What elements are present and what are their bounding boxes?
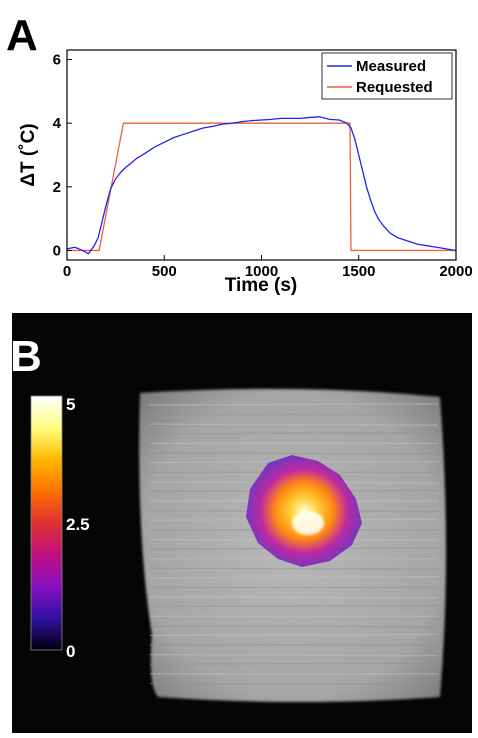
x-tick-label: 2000 (439, 263, 472, 280)
thermal-map: 5 2.5 0 B (10, 313, 472, 733)
x-tick-label: 500 (152, 263, 177, 280)
y-tick-label: 2 (53, 179, 61, 196)
series-line-measured (66, 116, 457, 255)
x-tick-label: 0 (63, 263, 71, 280)
panel-b: 5 2.5 0 B (0, 305, 478, 733)
plot-area (66, 116, 457, 255)
colorbar-label-min: 0 (66, 642, 75, 661)
y-tick-label: 0 (53, 242, 61, 259)
y-axis-label: ΔT (˚C) (18, 123, 39, 186)
x-axis-label: Time (s) (225, 275, 298, 296)
phantom-stripe (149, 662, 439, 665)
phantom-stripe (149, 682, 439, 686)
phantom-stripe (149, 576, 439, 579)
x-tick-label: 1000 (245, 263, 278, 280)
legend-label-requested: Requested (356, 79, 433, 96)
panel-letter-b: B (10, 332, 42, 381)
phantom-stripe (149, 633, 439, 637)
phantom-stripe (149, 423, 439, 426)
colorbar-label-mid: 2.5 (66, 515, 90, 534)
colorbar (30, 395, 63, 651)
y-tick-label: 4 (53, 115, 62, 132)
hot-spot-center (292, 511, 324, 535)
phantom-stripe (149, 452, 439, 455)
legend: Measured Requested (321, 52, 453, 100)
panel-letter-a: A (6, 11, 38, 60)
series-line-requested (67, 122, 456, 252)
x-tick-label: 1500 (342, 263, 375, 280)
phantom-stripes (149, 403, 439, 686)
axis-ticks: 0 500 1000 1500 2000 0 2 4 6 (53, 52, 473, 280)
legend-box (321, 52, 453, 100)
phantom-stripe (149, 625, 439, 628)
phantom-stripe (149, 403, 439, 406)
phantom-stripe (149, 604, 439, 608)
panel-a: A 0 500 1000 1500 2000 0 2 4 6 Time (s) ΔT (˚C) … (0, 0, 478, 305)
legend-label-measured: Measured (356, 58, 426, 75)
phantom-stripe (149, 567, 439, 570)
phantom-stripe (149, 432, 439, 435)
colorbar-label-max: 5 (66, 395, 75, 414)
phantom-stripe (149, 596, 439, 599)
y-tick-label: 6 (53, 52, 61, 69)
heated-region (246, 455, 362, 567)
phantom-stripe (149, 653, 439, 657)
